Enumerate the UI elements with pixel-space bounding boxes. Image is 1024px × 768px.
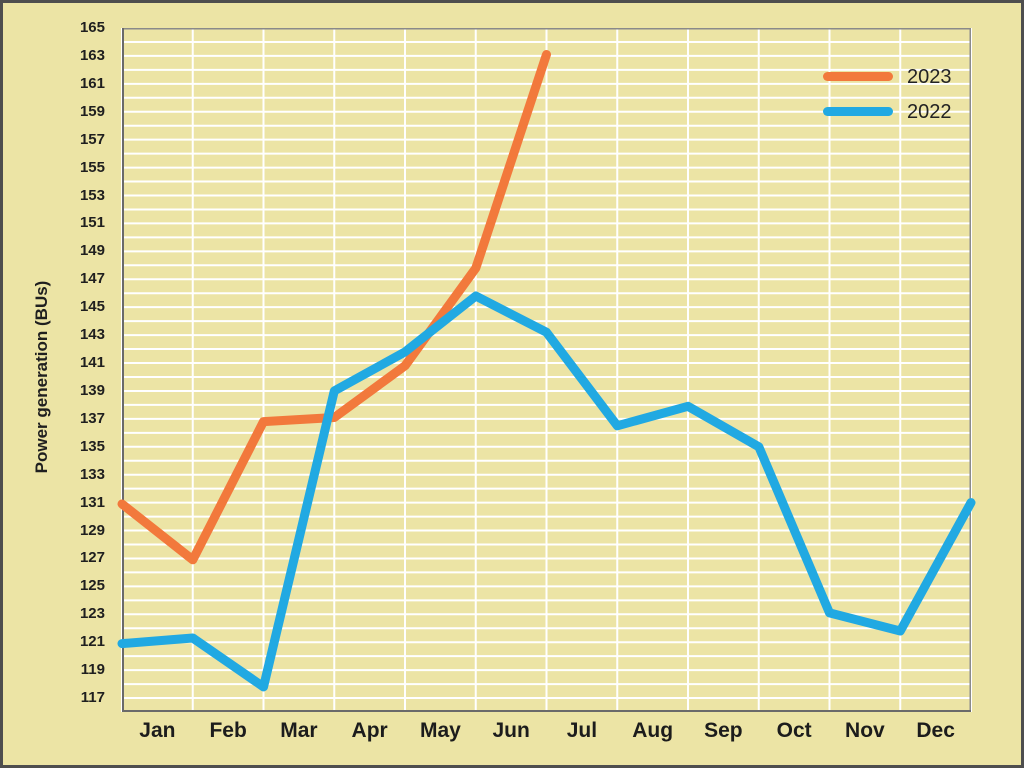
x-axis-label: Jan xyxy=(139,719,176,742)
y-tick-label: 119 xyxy=(80,661,105,679)
legend-swatch-2023 xyxy=(823,72,893,81)
x-axis-label: Jul xyxy=(566,719,598,742)
y-tick-label: 133 xyxy=(79,465,105,483)
y-tick-label: 125 xyxy=(79,577,105,595)
y-tick-label: 155 xyxy=(79,158,105,176)
y-tick-label: 163 xyxy=(79,46,105,64)
x-axis-label: May xyxy=(419,719,461,742)
x-axis-label: Sep xyxy=(704,719,743,742)
x-axis-label: Mar xyxy=(280,719,318,742)
x-axis-label: Feb xyxy=(209,719,247,742)
series-line-2023 xyxy=(117,50,551,565)
y-tick-label: 137 xyxy=(79,409,105,427)
y-tick-label: 157 xyxy=(79,130,105,148)
y-tick-label: 161 xyxy=(79,74,105,92)
x-axis-label: Apr xyxy=(351,719,388,742)
y-tick-label: 149 xyxy=(79,242,105,260)
legend-label-2022: 2022 xyxy=(907,100,952,123)
y-tick-label: 135 xyxy=(79,437,105,455)
gridlines xyxy=(121,28,972,712)
x-axis-label: Jun xyxy=(492,719,530,742)
legend-swatch-2022 xyxy=(823,107,893,116)
plot-area xyxy=(117,28,976,712)
legend-item-2023: 2023 xyxy=(823,59,952,94)
y-tick-label: 131 xyxy=(79,493,105,511)
legend-item-2022: 2022 xyxy=(823,94,952,129)
y-tick-label: 147 xyxy=(79,270,105,288)
y-tick-label: 139 xyxy=(79,381,105,399)
x-axis-label: Dec xyxy=(916,719,955,742)
y-tick-label: 127 xyxy=(79,549,105,567)
legend: 2023 2022 xyxy=(823,59,952,129)
y-tick-label: 151 xyxy=(79,214,105,232)
x-axis-label: Oct xyxy=(776,719,812,742)
y-tick-label: 123 xyxy=(79,605,105,623)
x-axis-label: Aug xyxy=(632,719,674,742)
y-tick-label: 145 xyxy=(79,298,105,316)
y-tick-label: 165 xyxy=(79,19,105,36)
y-tick-label: 121 xyxy=(79,633,105,651)
y-tick-label: 159 xyxy=(79,102,105,120)
y-tick-label: 117 xyxy=(80,689,105,707)
y-tick-label: 141 xyxy=(79,354,105,372)
x-axis-label: Nov xyxy=(845,719,885,742)
legend-label-2023: 2023 xyxy=(907,65,952,88)
chart-svg xyxy=(117,28,976,712)
series-line-2022 xyxy=(117,291,976,692)
y-tick-label: 153 xyxy=(79,186,105,204)
y-tick-label: 143 xyxy=(79,326,105,344)
y-tick-label: 129 xyxy=(79,521,105,539)
